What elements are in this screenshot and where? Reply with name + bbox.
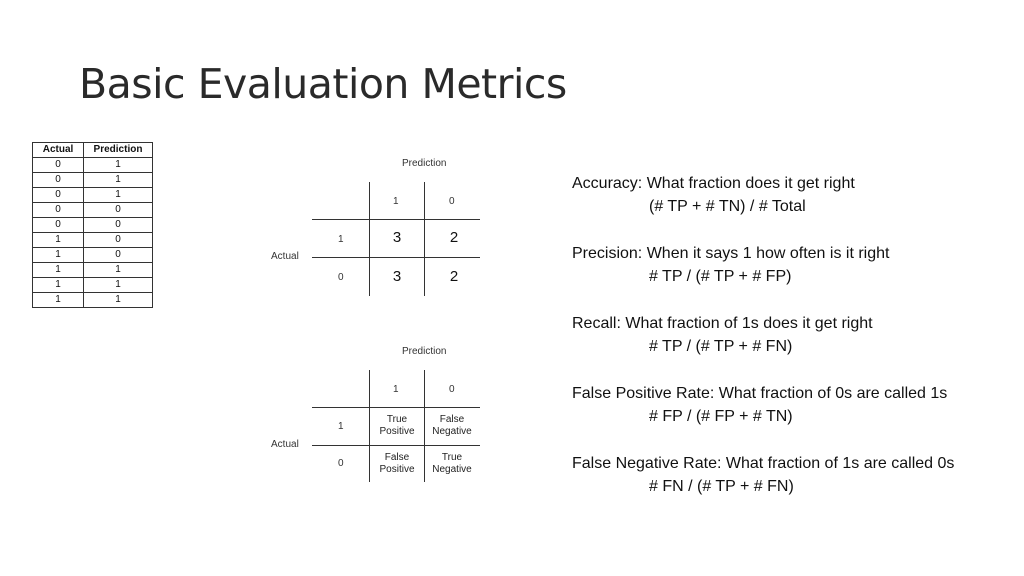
prediction-axis-label: Prediction [402, 346, 447, 357]
cell-prediction: 1 [83, 292, 153, 308]
cell-actual: 0 [32, 202, 84, 218]
cell-prediction: 1 [83, 262, 153, 278]
cell-actual: 1 [32, 232, 84, 248]
cell-prediction: 1 [83, 277, 153, 293]
cell-actual: 1 [32, 247, 84, 263]
cell-prediction: 1 [83, 157, 153, 173]
metric-precision: Precision: When it says 1 how often is i… [572, 242, 1012, 288]
column-header-actual: Actual [32, 142, 84, 158]
metric-formula: # TP / (# TP + # FP) [649, 268, 792, 285]
cell-false-negative: False Negative [424, 414, 480, 438]
cell-false-positive: False Positive [369, 452, 425, 476]
metric-false-positive-rate: False Positive Rate: What fraction of 0s… [572, 382, 1012, 428]
cell-line-2: Positive [379, 464, 415, 475]
metric-title: False Negative Rate: What fraction of 1s… [572, 455, 955, 472]
cell-actual: 0 [32, 217, 84, 233]
grid-line [312, 445, 480, 446]
confusion-matrix-names: Prediction Actual 1 0 1 0 True Positive … [262, 340, 492, 490]
row-label-0: 0 [338, 272, 344, 283]
cell-actual: 1 [32, 292, 84, 308]
cell-true-negative: True Negative [424, 452, 480, 476]
cell-actual: 1 [32, 262, 84, 278]
metric-accuracy: Accuracy: What fraction does it get righ… [572, 172, 1012, 218]
cell-line-2: Positive [379, 426, 415, 437]
metric-formula: # FP / (# FP + # TN) [649, 408, 793, 425]
cell-prediction: 0 [83, 202, 153, 218]
actual-axis-label: Actual [271, 251, 299, 262]
cell-line-1: True [441, 452, 463, 463]
metric-recall: Recall: What fraction of 1s does it get … [572, 312, 1012, 358]
cell-actual: 0 [32, 172, 84, 188]
slide-title: Basic Evaluation Metrics [79, 60, 567, 108]
cell-line-2: Negative [432, 464, 472, 475]
col-label-0: 0 [449, 196, 455, 207]
grid-line [424, 182, 425, 296]
grid-line [312, 257, 480, 258]
row-label-1: 1 [338, 421, 344, 432]
metric-title: Recall: What fraction of 1s does it get … [572, 315, 873, 332]
metric-formula: # FN / (# TP + # FN) [649, 478, 794, 495]
cell-tn-count: 2 [449, 268, 459, 285]
actual-axis-label: Actual [271, 439, 299, 450]
cell-prediction: 0 [83, 232, 153, 248]
cell-actual: 0 [32, 187, 84, 203]
metric-formula: (# TP + # TN) / # Total [649, 198, 806, 215]
grid-line [369, 182, 370, 296]
metric-title: False Positive Rate: What fraction of 0s… [572, 385, 948, 402]
grid-line [312, 219, 480, 220]
cell-prediction: 1 [83, 187, 153, 203]
grid-line [312, 407, 480, 408]
col-label-1: 1 [393, 384, 399, 395]
cell-line-1: False [439, 414, 465, 425]
column-header-prediction: Prediction [83, 142, 153, 158]
col-label-0: 0 [449, 384, 455, 395]
grid-line [424, 370, 425, 482]
cell-tp-count: 3 [392, 229, 402, 246]
metrics-list: Accuracy: What fraction does it get righ… [572, 172, 1012, 522]
cell-line-2: Negative [432, 426, 472, 437]
cell-fp-count: 3 [392, 268, 402, 285]
cell-prediction: 1 [83, 172, 153, 188]
prediction-axis-label: Prediction [402, 158, 447, 169]
col-label-1: 1 [393, 196, 399, 207]
metric-false-negative-rate: False Negative Rate: What fraction of 1s… [572, 452, 1012, 498]
metric-title: Precision: When it says 1 how often is i… [572, 245, 890, 262]
cell-prediction: 0 [83, 247, 153, 263]
cell-fn-count: 2 [449, 229, 459, 246]
cell-actual: 1 [32, 277, 84, 293]
row-label-1: 1 [338, 234, 344, 245]
metric-formula: # TP / (# TP + # FN) [649, 338, 793, 355]
metric-title: Accuracy: What fraction does it get righ… [572, 175, 855, 192]
cell-actual: 0 [32, 157, 84, 173]
grid-line [369, 370, 370, 482]
cell-true-positive: True Positive [369, 414, 425, 438]
confusion-matrix-counts: Prediction Actual 1 0 1 0 3 2 3 2 [262, 152, 492, 302]
cell-line-1: True [386, 414, 408, 425]
cell-prediction: 0 [83, 217, 153, 233]
cell-line-1: False [384, 452, 410, 463]
row-label-0: 0 [338, 458, 344, 469]
table-header-row: Actual Prediction [32, 142, 153, 158]
